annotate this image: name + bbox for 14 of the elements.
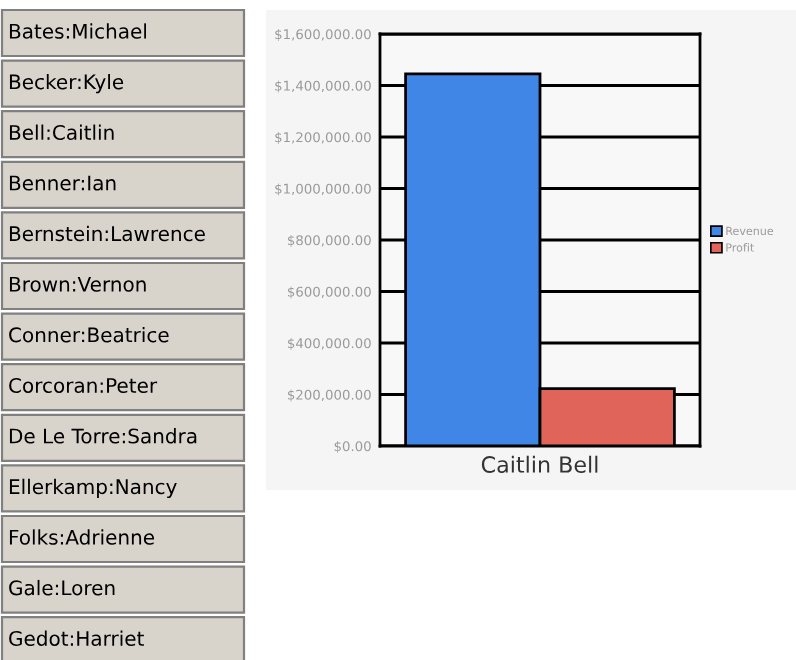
- text: Gedot:Harriet: [9, 630, 144, 646]
- text: Brown:Vernon: [9, 276, 146, 292]
- text: Folks:Adrienne: [9, 529, 155, 545]
- text: Benner:Ian: [9, 175, 116, 191]
- text: Bell:Caitlin: [9, 124, 114, 140]
- text: De Le Torre:Sandra: [9, 428, 197, 444]
- text: Bates:Michael: [9, 23, 147, 39]
- text: Ellerkamp:Nancy: [9, 478, 177, 499]
- text: Corcoran:Peter: [9, 377, 158, 393]
- x-tick-label: Caitlin Bell: [481, 455, 598, 473]
- text: Conner:Beatrice: [9, 326, 169, 343]
- text: Becker:Kyle: [9, 73, 124, 94]
- text: Gale:Loren: [9, 579, 115, 596]
- text: Bernstein:Lawrence: [9, 225, 205, 242]
